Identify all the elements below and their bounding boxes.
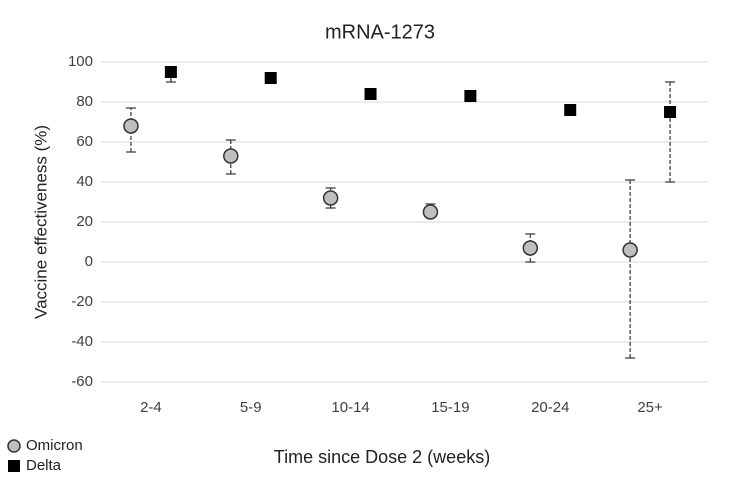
point [322,190,339,206]
point [164,66,177,78]
point [622,242,638,258]
point [364,88,377,100]
x-tick-label: 25+ [637,399,663,416]
point [522,240,539,256]
legend-marker [8,460,20,472]
x-tick-label: 20-24 [531,399,569,416]
legend-label: Delta [26,457,62,474]
x-tick-label: 15-19 [431,399,469,416]
point [564,104,577,116]
point [464,90,477,102]
x-tick-label: 5-9 [240,399,262,416]
y-tick-label: 60 [76,133,93,150]
point [264,72,277,84]
y-axis-label: Vaccine effectiveness (%) [31,125,50,319]
point [123,118,139,134]
y-tick-label: -60 [71,373,93,390]
y-tick-label: 20 [76,213,93,230]
y-tick-label: -20 [71,293,93,310]
y-tick-label: 100 [68,53,93,70]
x-tick-label: 10-14 [331,399,369,416]
legend-label: Omicron [26,437,83,454]
y-tick-label: 80 [76,93,93,110]
x-tick-label: 2-4 [140,399,162,416]
chart-title: mRNA-1273 [325,21,435,43]
y-tick-label: 0 [85,253,93,270]
y-tick-label: -40 [71,333,93,350]
point [223,148,239,164]
y-tick-label: 40 [76,173,93,190]
x-axis-label: Time since Dose 2 (weeks) [274,447,490,467]
legend-marker [7,439,21,453]
point [422,204,439,220]
point [664,106,677,118]
